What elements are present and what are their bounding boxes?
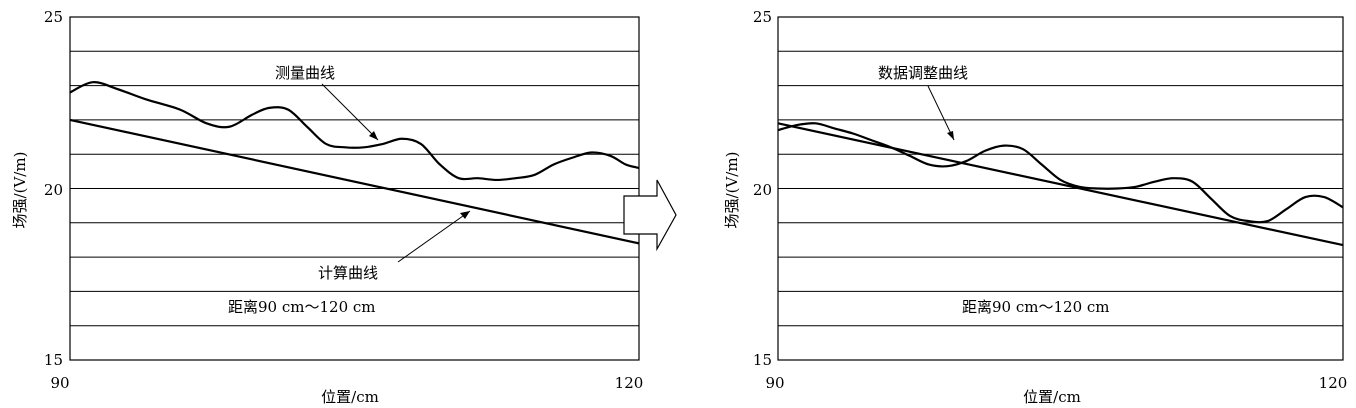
left-arrow-calculated-head: [460, 211, 470, 219]
right-x-ticks: 90 120: [765, 374, 1347, 392]
left-x-axis-label: 位置/cm: [321, 388, 379, 406]
transition-arrow-icon: [623, 179, 677, 252]
left-arrow-measured-head: [369, 131, 378, 140]
left-arrow-calculated-shaft: [397, 210, 471, 263]
right-y-tick-25: 25: [753, 8, 772, 26]
left-x-ticks: 90 120: [50, 374, 643, 392]
left-annotation-distance: 距离90 cm～120 cm: [228, 298, 376, 316]
series-line-0-1: [69, 118, 640, 245]
right-y-axis-label: 场强/(V/m): [723, 152, 741, 229]
left-arrow-measured-shaft: [321, 83, 379, 141]
left-x-tick-90: 90: [50, 374, 69, 392]
right-plot-frame: [777, 16, 1344, 361]
left-annotation-calculated: 计算曲线: [318, 264, 378, 282]
left-y-tick-20: 20: [44, 181, 63, 199]
left-y-tick-15: 15: [44, 351, 63, 369]
right-series: [777, 122, 1344, 247]
series-line-0-0: [69, 81, 640, 182]
series-line-1-1: [777, 122, 1344, 247]
right-y-tick-15: 15: [753, 351, 772, 369]
series-line-1-0: [777, 122, 1344, 224]
left-y-tick-25: 25: [44, 8, 63, 26]
left-plot-frame: [69, 16, 640, 361]
left-series: [69, 81, 640, 245]
right-arrow-adjusted-shaft: [927, 85, 955, 141]
left-y-axis-label: 场强/(V/m): [11, 152, 29, 229]
right-chart: 25 20 15 90 120 位置/cm 场强/(V/m) 数据调整曲线 距离…: [723, 8, 1347, 406]
left-annotation-measured: 测量曲线: [275, 64, 335, 82]
right-y-ticks: 25 20 15: [753, 8, 772, 369]
right-annotation-distance: 距离90 cm～120 cm: [962, 298, 1110, 316]
left-y-ticks: 25 20 15: [44, 8, 63, 369]
left-x-tick-120: 120: [615, 374, 644, 392]
right-x-tick-90: 90: [765, 374, 784, 392]
right-x-axis-label: 位置/cm: [1023, 388, 1081, 406]
left-chart: 25 20 15 90 120 位置/cm 场强/(V/m) 测量曲线 计算曲线…: [11, 8, 643, 406]
right-annotation-adjusted: 数据调整曲线: [878, 64, 968, 82]
right-y-tick-20: 20: [753, 181, 772, 199]
right-x-tick-120: 120: [1319, 374, 1348, 392]
right-arrow-adjusted-head: [947, 131, 954, 140]
